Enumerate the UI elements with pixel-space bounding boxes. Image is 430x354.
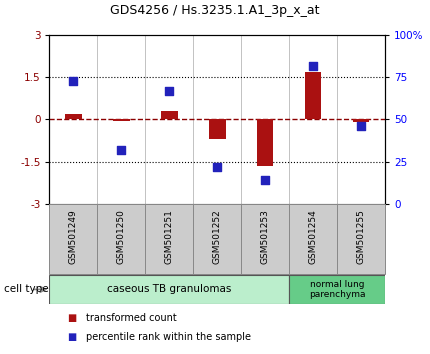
Point xyxy=(310,63,316,68)
Bar xyxy=(289,204,337,274)
Point xyxy=(70,78,77,84)
Text: GDS4256 / Hs.3235.1.A1_3p_x_at: GDS4256 / Hs.3235.1.A1_3p_x_at xyxy=(110,4,320,17)
Text: GSM501252: GSM501252 xyxy=(213,209,221,264)
Point xyxy=(118,147,125,153)
Text: GSM501255: GSM501255 xyxy=(356,209,366,264)
Text: GSM501251: GSM501251 xyxy=(165,209,174,264)
Bar xyxy=(113,119,130,121)
Text: normal lung
parenchyma: normal lung parenchyma xyxy=(309,280,365,299)
Text: caseous TB granulomas: caseous TB granulomas xyxy=(107,284,231,295)
Text: percentile rank within the sample: percentile rank within the sample xyxy=(86,332,251,342)
Bar xyxy=(97,204,145,274)
Text: GSM501253: GSM501253 xyxy=(261,209,270,264)
Bar xyxy=(353,119,369,122)
Bar xyxy=(257,119,273,166)
Bar xyxy=(304,72,321,119)
Bar xyxy=(49,275,289,304)
Bar xyxy=(145,204,193,274)
Text: GSM501249: GSM501249 xyxy=(69,209,78,264)
Text: GSM501254: GSM501254 xyxy=(308,209,317,264)
Point xyxy=(357,123,364,129)
Text: GSM501250: GSM501250 xyxy=(117,209,126,264)
Bar xyxy=(337,204,385,274)
Text: ■: ■ xyxy=(67,332,76,342)
Point xyxy=(166,88,173,94)
Text: ■: ■ xyxy=(67,313,76,323)
Bar xyxy=(289,275,385,304)
Point xyxy=(261,177,268,183)
Bar xyxy=(209,119,226,139)
Point xyxy=(214,164,221,169)
Bar xyxy=(161,111,178,119)
Bar xyxy=(241,204,289,274)
Text: cell type: cell type xyxy=(4,284,49,295)
Bar xyxy=(65,114,82,119)
Bar xyxy=(49,204,97,274)
Bar xyxy=(193,204,241,274)
Text: transformed count: transformed count xyxy=(86,313,177,323)
